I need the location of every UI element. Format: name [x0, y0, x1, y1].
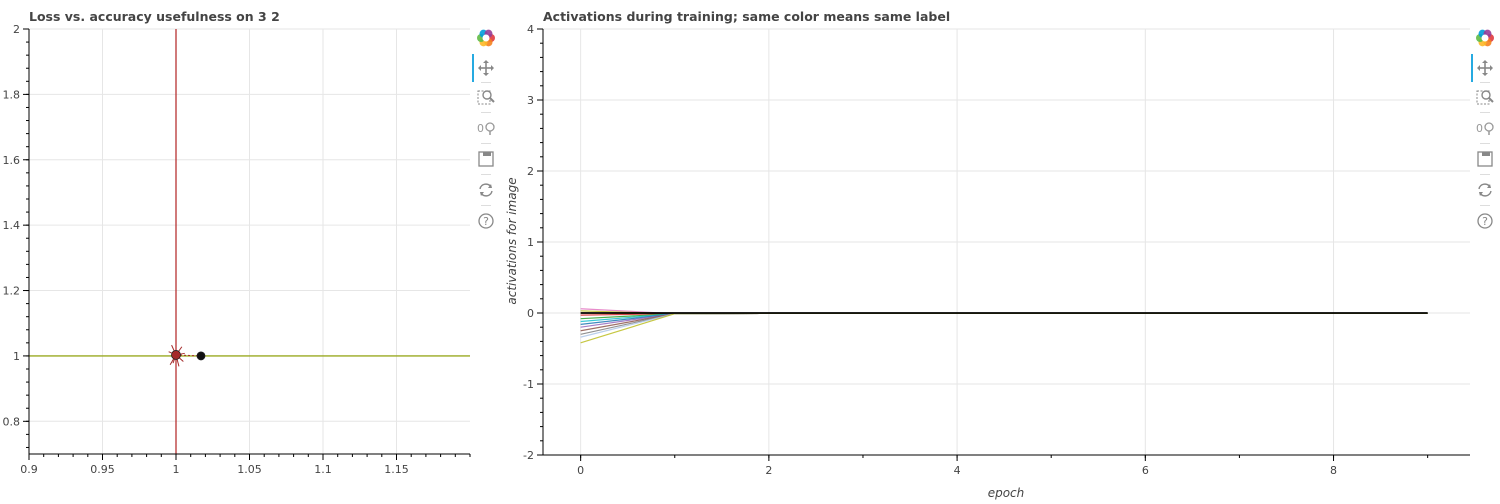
activation-series-line: [580, 312, 1428, 325]
reset-arrowheads: [1479, 184, 1491, 196]
left-axes: 0.9 0.95 1 1.05 1.1 1.15 0.8 1 1.2 1.4 1.6 1.8 2: [3, 23, 471, 476]
activation-series-line: [580, 312, 1428, 338]
left-y-tick-label: 1.2: [3, 285, 21, 298]
right-y-tick-label: 4: [527, 23, 534, 36]
end-point: [196, 351, 206, 361]
left-x-tick-label: 0.95: [90, 463, 115, 476]
start-point: [171, 350, 181, 360]
save-slot: [483, 152, 491, 156]
right-box-zoom-icon[interactable]: [1476, 90, 1494, 113]
activation-series-line: [580, 312, 1428, 344]
right-x-tick-label: 6: [1142, 464, 1149, 477]
right-bokeh-logo-icon: [1476, 29, 1494, 47]
wheel-zoom-glyph: 0: [477, 122, 484, 135]
left-toolbar: 0?: [472, 29, 495, 229]
right-marks: [580, 308, 1428, 344]
help-mark: ?: [1482, 215, 1488, 228]
right-x-tick-label: 2: [765, 464, 772, 477]
zoom-handle: [1488, 97, 1494, 103]
zoom-handle: [489, 97, 495, 103]
left-y-tick-label: 0.8: [3, 415, 21, 428]
left-x-tick-label: 1.15: [384, 463, 409, 476]
left-x-tick-label: 0.9: [20, 463, 38, 476]
help-mark: ?: [483, 215, 489, 228]
left-wheel-zoom-icon[interactable]: 0: [477, 122, 495, 144]
right-y-axis-label: activations for image: [505, 177, 519, 304]
right-y-tick-label: 0: [527, 307, 534, 320]
right-x-tick-label: 4: [954, 464, 961, 477]
zoom-lens: [482, 90, 492, 100]
left-y-tick-label: 1.8: [3, 88, 21, 101]
right-pan-icon[interactable]: [1471, 54, 1493, 83]
left-save-icon[interactable]: [478, 151, 494, 175]
right-x-axis-label: epoch: [988, 486, 1025, 500]
wheel-zoom-glyph: 0: [1476, 122, 1483, 135]
save-slot: [1482, 152, 1490, 156]
left-plot[interactable]: Loss vs. accuracy usefulness on 3 2 0.9 0…: [3, 9, 471, 476]
right-y-tick-label: 3: [527, 94, 534, 107]
right-y-tick-label: 2: [527, 165, 534, 178]
help-circle: [478, 213, 494, 229]
wheel-lens: [1484, 122, 1494, 132]
right-y-tick-label: -2: [523, 449, 534, 462]
left-plot-title: Loss vs. accuracy usefulness on 3 2: [29, 9, 280, 24]
left-help-icon[interactable]: ?: [478, 213, 494, 229]
zoom-lens: [1481, 90, 1491, 100]
right-y-tick-label: -1: [523, 378, 534, 391]
left-marks: [29, 29, 470, 454]
left-y-tick-label: 1: [13, 350, 20, 363]
right-toolbar: 0?: [1471, 29, 1494, 229]
left-box-zoom-icon[interactable]: [477, 90, 495, 113]
left-bokeh-logo-icon: [477, 29, 495, 47]
right-reset-icon[interactable]: [1478, 183, 1492, 206]
logo-center: [1481, 34, 1489, 42]
left-x-tick-label: 1: [173, 463, 180, 476]
left-y-tick-label: 1.6: [3, 154, 21, 167]
right-x-tick-label: 0: [577, 464, 584, 477]
left-y-tick-label: 2: [13, 23, 20, 36]
reset-arrowheads: [480, 184, 492, 196]
right-wheel-zoom-icon[interactable]: 0: [1476, 122, 1494, 144]
right-plot-title: Activations during training; same color …: [543, 9, 950, 24]
right-grid: [543, 28, 1470, 456]
right-help-icon[interactable]: ?: [1477, 213, 1493, 229]
left-reset-icon[interactable]: [479, 183, 493, 206]
activation-series-line: [580, 312, 1428, 335]
activation-series-line: [580, 312, 1428, 323]
right-axes: 0 2 4 6 8 -2 -1 0 1 2 3 4: [523, 23, 1470, 477]
logo-center: [482, 34, 490, 42]
left-pan-icon[interactable]: [472, 54, 494, 83]
activation-series-line: [580, 312, 1428, 332]
left-x-tick-label: 1.1: [314, 463, 332, 476]
activation-series-line: [580, 312, 1428, 328]
left-x-tick-label: 1.05: [237, 463, 262, 476]
left-grid: [28, 28, 470, 454]
left-y-tick-label: 1.4: [3, 219, 21, 232]
right-x-tick-label: 8: [1330, 464, 1337, 477]
right-plot[interactable]: Activations during training; same color …: [505, 9, 1470, 500]
right-y-tick-label: 1: [527, 236, 534, 249]
help-circle: [1477, 213, 1493, 229]
wheel-lens: [485, 122, 495, 132]
right-save-icon[interactable]: [1477, 151, 1493, 175]
